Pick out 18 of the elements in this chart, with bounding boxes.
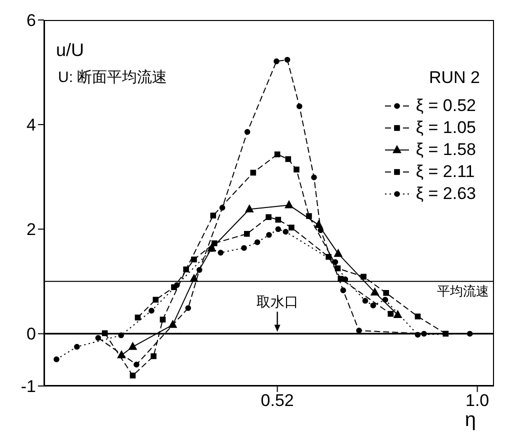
y-axis-title: u/U: [56, 40, 84, 61]
annotation: 取水口: [256, 294, 298, 310]
ref-line-label: 平均流速: [437, 284, 489, 299]
annotation: U: 断面平均流速: [58, 68, 168, 87]
legend-label: ξ = 2.63: [416, 183, 476, 205]
legend-label: ξ = 0.52: [416, 95, 476, 117]
y-tick-label: 6: [26, 11, 36, 30]
legend-label: ξ = 1.05: [416, 117, 476, 139]
legend-label: ξ = 1.58: [416, 139, 476, 161]
annotation: RUN 2: [428, 68, 480, 88]
x-tick-label: 0.52: [260, 391, 294, 410]
y-tick-label: 0: [26, 324, 36, 344]
legend-label: ξ = 2.11: [416, 161, 475, 183]
y-tick-label: 2: [26, 220, 36, 240]
y-tick-label: -1: [20, 377, 36, 396]
x-axis-title: η: [464, 409, 476, 431]
x-tick-label: 1.0: [466, 391, 490, 410]
y-tick-label: 4: [26, 116, 36, 135]
